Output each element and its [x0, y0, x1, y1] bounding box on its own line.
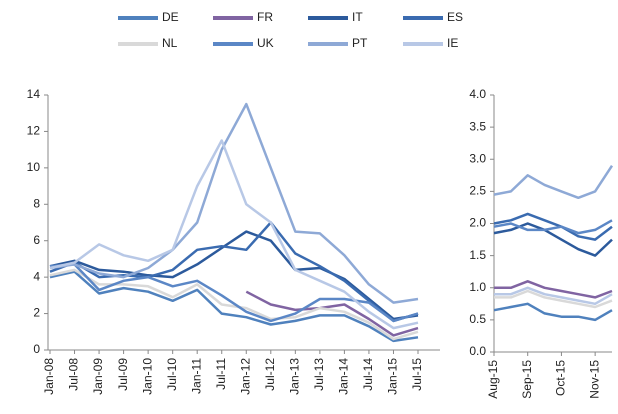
legend-label: NL	[162, 36, 178, 50]
x-tick-label: Nov-15	[587, 360, 601, 399]
legend-label: ES	[447, 10, 463, 24]
y-tick-label: 0.5	[469, 312, 486, 326]
x-tick-label: Jan-15	[386, 358, 400, 395]
y-tick-label: 3.5	[469, 119, 486, 133]
y-tick-label: 0.0	[469, 344, 486, 358]
series-line	[493, 222, 613, 257]
x-tick-label: Jan-13	[288, 358, 302, 395]
x-tick-label: Jul-15	[410, 358, 424, 391]
legend-label: FR	[257, 10, 273, 24]
y-tick-label: 1.5	[469, 248, 486, 262]
y-tick-label: 14	[27, 87, 41, 101]
series-line	[493, 212, 613, 241]
x-tick-label: Jan-11	[189, 358, 203, 394]
y-tick-label: 2	[33, 306, 40, 320]
legend-label: DE	[162, 10, 179, 24]
x-tick-label: Aug-15	[486, 360, 500, 399]
legend-label: IT	[352, 10, 363, 24]
series-line	[493, 219, 613, 235]
x-tick-label: Jul-08	[67, 358, 81, 391]
series-line	[493, 165, 614, 200]
series-line	[494, 286, 613, 306]
y-tick-label: 3.0	[469, 151, 486, 165]
x-tick-label: Jan-10	[140, 358, 154, 395]
legend-label: IE	[447, 36, 458, 50]
x-tick-label: Jul-11	[214, 358, 228, 390]
x-tick-label: Jul-12	[263, 358, 277, 391]
x-tick-label: Jul-14	[361, 358, 375, 391]
y-tick-label: 2.5	[469, 184, 486, 198]
y-tick-label: 12	[27, 124, 41, 138]
x-tick-label: Jan-12	[238, 358, 252, 395]
y-tick-label: 8	[33, 196, 40, 210]
x-tick-label: Sep-15	[520, 360, 534, 399]
series-line	[49, 230, 419, 321]
legend-label: UK	[257, 36, 274, 50]
series-line	[49, 139, 419, 330]
x-tick-label: Oct-15	[554, 360, 568, 396]
x-tick-label: Jan-14	[337, 358, 351, 395]
x-tick-label: Jan-09	[91, 358, 105, 395]
y-tick-label: 1.0	[469, 280, 486, 294]
series-line	[494, 289, 613, 309]
series-line	[493, 302, 613, 322]
series-line	[245, 290, 419, 337]
legend-label: PT	[352, 36, 368, 50]
y-tick-label: 10	[27, 160, 41, 174]
x-tick-label: Jul-13	[312, 358, 326, 391]
x-tick-label: Jul-10	[165, 358, 179, 391]
x-tick-label: Jan-08	[42, 358, 56, 395]
x-tick-label: Jul-09	[116, 358, 130, 391]
series-line	[49, 102, 419, 304]
series-line	[494, 280, 613, 299]
series-line	[49, 270, 419, 343]
y-tick-label: 0	[33, 342, 40, 356]
y-tick-label: 2.0	[469, 216, 486, 230]
y-tick-label: 6	[33, 233, 40, 247]
y-tick-label: 4	[33, 269, 40, 283]
y-tick-label: 4.0	[469, 87, 486, 101]
